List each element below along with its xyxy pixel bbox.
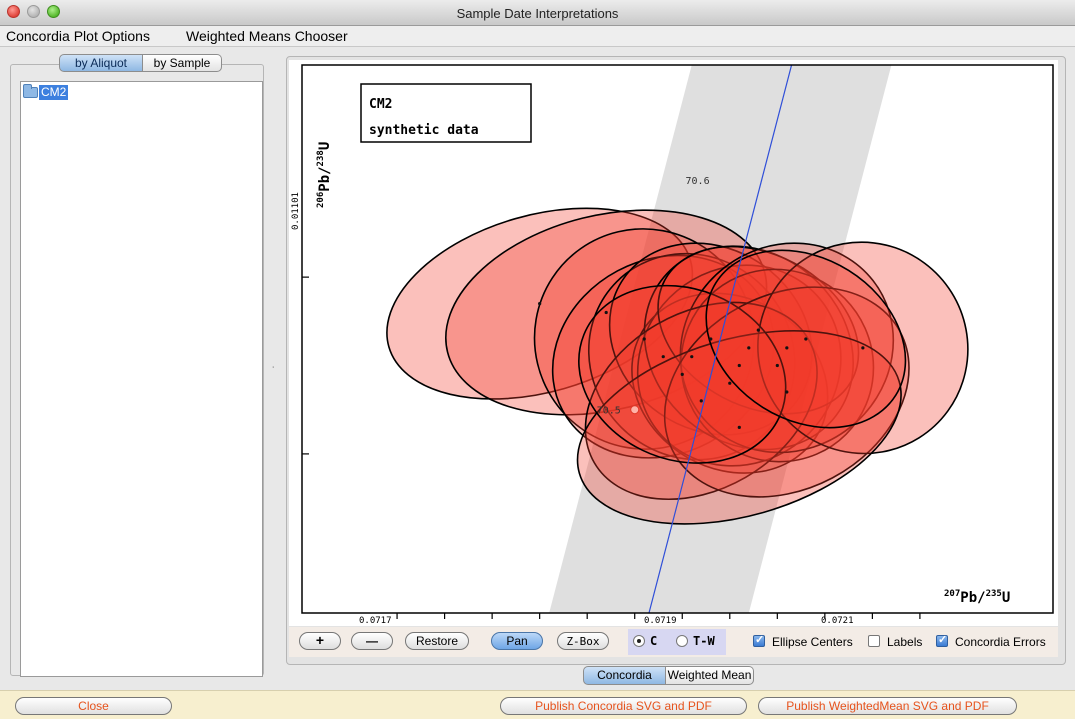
tab-concordia[interactable]: Concordia — [583, 666, 666, 685]
ellipse-center — [699, 399, 703, 403]
by-sample-toggle[interactable]: by Sample — [143, 54, 222, 72]
menu-concordia-plot-options[interactable]: Concordia Plot Options — [6, 28, 150, 44]
ellipse-center — [604, 310, 608, 315]
x-tick-label: 0.0719 — [644, 616, 677, 626]
ellipse-center — [785, 346, 789, 350]
labels-checkbox[interactable] — [868, 635, 880, 647]
window-minimize-icon[interactable] — [27, 5, 40, 18]
splitter-handle[interactable]: ˙ — [272, 366, 276, 377]
window-titlebar: Sample Date Interpretations — [0, 0, 1075, 26]
tab-weighted-mean[interactable]: Weighted Mean — [666, 666, 754, 685]
publish-weightedmean-button[interactable]: Publish WeightedMean SVG and PDF — [758, 697, 1017, 715]
plot-toolbar: + — Restore Pan Z-Box C T-W Ellipse Cent… — [289, 627, 1058, 657]
plot-frame — [301, 64, 1054, 614]
radio-tw[interactable] — [676, 635, 688, 647]
plot-legend-box — [360, 83, 532, 143]
tree-node-label: CM2 — [39, 85, 69, 100]
y-tick-label: 0.01101 — [291, 192, 301, 230]
radio-c-label: C — [650, 634, 658, 648]
x-tick-label: 0.0717 — [359, 616, 392, 626]
concordia-age-label: 70.5 — [597, 406, 621, 417]
ellipse-center — [756, 328, 760, 332]
ellipse-center — [642, 337, 646, 341]
x-axis-label: 207Pb/235U — [944, 589, 1010, 606]
restore-button[interactable]: Restore — [405, 632, 469, 650]
concordia-plot[interactable]: 70.6 70.5 CM2 synthetic data 206Pb/238U … — [289, 60, 1058, 626]
radio-tw-label: T-W — [693, 634, 715, 648]
publish-concordia-button[interactable]: Publish Concordia SVG and PDF — [500, 697, 747, 715]
folder-icon — [23, 84, 38, 98]
window-zoom-icon[interactable] — [47, 5, 60, 18]
legend-title: CM2 — [369, 97, 392, 112]
ellipse-center — [747, 346, 751, 350]
by-aliquot-toggle[interactable]: by Aliquot — [59, 54, 143, 72]
concordia-errors-checkbox[interactable] — [936, 633, 948, 647]
menu-weighted-means-chooser[interactable]: Weighted Means Chooser — [186, 28, 348, 44]
radio-c[interactable] — [633, 635, 645, 647]
ellipse-centers-checkbox[interactable] — [753, 633, 765, 647]
concordia-errors-label: Concordia Errors — [955, 635, 1046, 649]
ellipse-center — [775, 363, 779, 368]
ellipse-center — [661, 355, 665, 359]
ellipse-center — [709, 337, 713, 341]
ellipse-center — [737, 363, 741, 368]
labels-label: Labels — [887, 635, 923, 649]
sample-tree: CM2 — [20, 81, 263, 677]
ellipse-center — [680, 372, 684, 376]
x-tick-label: 0.0721 — [821, 616, 854, 626]
concordia-age-label: 70.6 — [686, 176, 710, 187]
ellipse-center — [785, 390, 789, 394]
window-close-icon[interactable] — [7, 5, 20, 18]
ellipse-center — [538, 302, 542, 306]
ellipse-center — [861, 346, 865, 350]
ellipse-center — [728, 381, 732, 385]
menu-bar: Concordia Plot Options Weighted Means Ch… — [0, 26, 1075, 47]
zoom-out-button[interactable]: — — [351, 632, 393, 650]
zbox-button[interactable]: Z-Box — [557, 632, 609, 650]
ellipse-center — [804, 337, 808, 341]
legend-subtitle: synthetic data — [369, 123, 479, 138]
window-title: Sample Date Interpretations — [456, 6, 619, 21]
ellipse-center — [690, 355, 694, 359]
ellipse-center — [737, 425, 741, 429]
zoom-in-button[interactable]: + — [299, 632, 341, 650]
close-button[interactable]: Close — [15, 697, 172, 715]
ellipse-centers-label: Ellipse Centers — [772, 635, 853, 649]
concordia-age-marker — [630, 405, 640, 415]
concordia-line — [648, 65, 793, 613]
y-axis-label: 206Pb/238U — [316, 142, 333, 208]
bottom-bar: Close Publish Concordia SVG and PDF Publ… — [0, 690, 1075, 719]
pan-button[interactable]: Pan — [491, 632, 543, 650]
